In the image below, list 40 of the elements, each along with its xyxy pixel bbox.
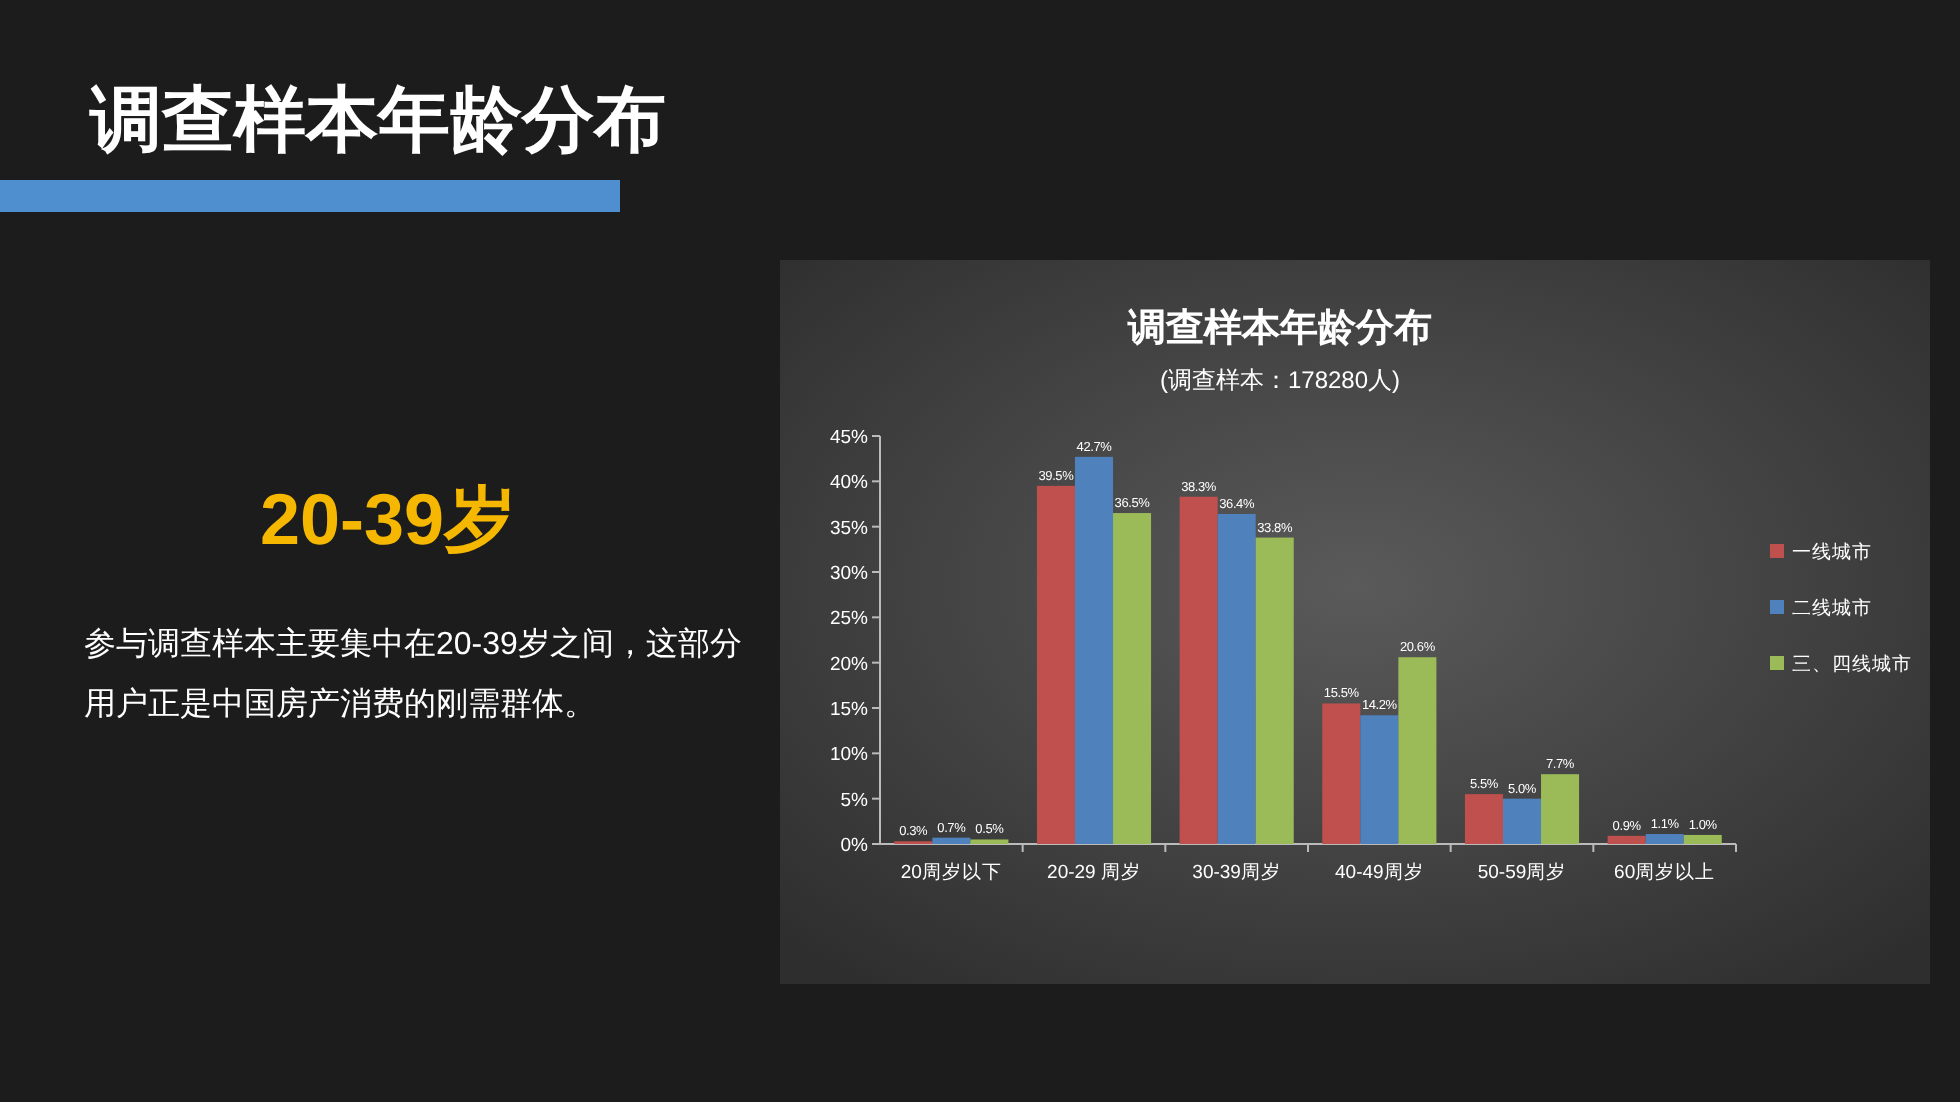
y-tick-label: 20%: [829, 653, 870, 676]
legend-label: 三、四线城市: [1792, 652, 1912, 676]
y-tick-label: 0%: [840, 835, 870, 857]
y-tick-label: 10%: [829, 744, 870, 767]
x-tick-label: 30-39周岁: [1192, 860, 1281, 884]
bar: [1179, 496, 1218, 844]
y-tick-label: 25%: [829, 608, 870, 631]
bar: [1541, 774, 1580, 844]
bar: [1113, 513, 1152, 844]
chart-title: 调查样本年龄分布: [1126, 306, 1432, 350]
bar: [1036, 485, 1075, 844]
chart-subtitle: (调查样本：178280人): [1159, 366, 1401, 394]
y-tick-label: 5%: [840, 789, 870, 812]
y-tick-label: 35%: [829, 517, 870, 540]
bar: [1360, 715, 1399, 844]
y-tick-label: 30%: [829, 563, 870, 585]
x-tick-label: 40-49周岁: [1335, 860, 1424, 884]
bar: [1255, 537, 1294, 844]
x-tick-label: 50-59周岁: [1477, 860, 1567, 884]
x-tick-label: 20-29 周岁: [1047, 860, 1141, 884]
bar: [1398, 657, 1437, 844]
x-tick-label: 20周岁以下: [900, 860, 1002, 884]
bar: [1683, 834, 1722, 844]
bar: [1502, 798, 1542, 844]
text: 参与调查样本主要集中在20-39岁之间，这部分用户正是中国房产消费的刚需群体。: [84, 626, 742, 722]
bar: [932, 837, 971, 844]
legend-label: 一线城市: [1792, 540, 1872, 564]
bar: [1074, 456, 1114, 844]
y-tick-label: 40%: [829, 472, 870, 495]
y-tick-label: 45%: [829, 427, 870, 449]
bar: [1217, 513, 1256, 844]
text: 调查样本年龄分布: [88, 78, 666, 160]
y-tick-label: 15%: [829, 699, 870, 721]
bar: [1464, 794, 1503, 844]
bar: [1607, 835, 1646, 844]
bar: [1645, 834, 1684, 844]
bar: [1322, 703, 1361, 844]
legend-label: 二线城市: [1792, 596, 1872, 620]
text: 20-39岁: [260, 478, 517, 560]
x-tick-label: 60周岁以上: [1614, 860, 1716, 884]
